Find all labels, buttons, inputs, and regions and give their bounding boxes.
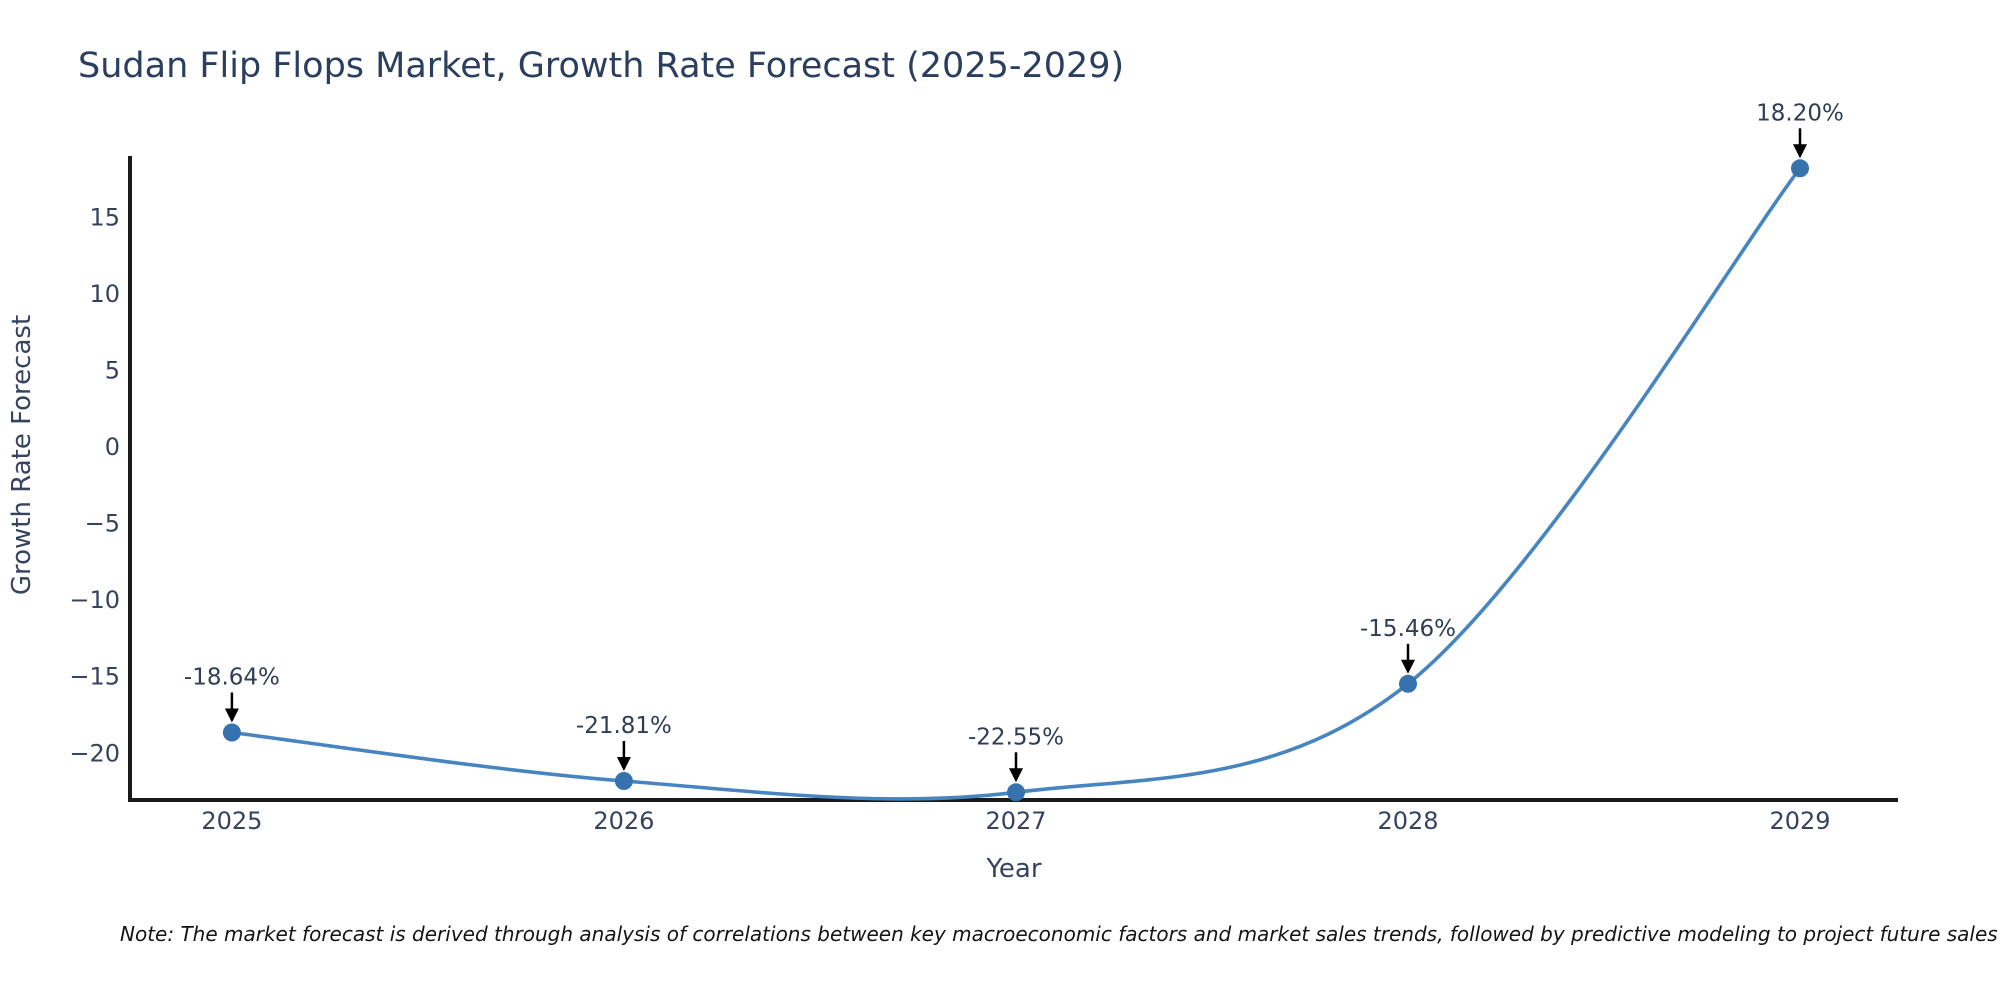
annotation-arrowhead xyxy=(616,757,631,771)
data-point-2029[interactable] xyxy=(1791,159,1809,178)
annotation-arrowhead xyxy=(1401,659,1415,674)
annotation-label: -15.46% xyxy=(1360,616,1456,642)
annotation-label: -22.55% xyxy=(968,724,1064,750)
annotation-label: -21.81% xyxy=(576,713,672,739)
y-tick-label: −20 xyxy=(69,739,120,767)
x-tick-label: 2028 xyxy=(1377,807,1438,835)
y-axis-title: Growth Rate Forecast xyxy=(7,315,37,595)
annotation-arrowhead xyxy=(224,708,239,723)
data-point-2026[interactable] xyxy=(614,772,633,790)
y-tick-label: 0 xyxy=(105,433,120,461)
data-point-2028[interactable] xyxy=(1399,674,1417,693)
y-tick-label: −15 xyxy=(69,663,120,691)
annotation-arrowhead xyxy=(1793,144,1807,159)
annotation-label: 18.20% xyxy=(1756,100,1844,126)
x-tick-label: 2025 xyxy=(201,807,262,835)
data-point-2025[interactable] xyxy=(222,723,241,742)
annotation-label: -18.64% xyxy=(184,665,280,691)
chart-title: Sudan Flip Flops Market, Growth Rate For… xyxy=(78,46,1124,86)
x-tick-label: 2029 xyxy=(1769,807,1830,835)
footnote: Note: The market forecast is derived thr… xyxy=(120,922,1998,946)
y-tick-label: −5 xyxy=(85,510,120,538)
x-tick-label: 2027 xyxy=(985,807,1046,835)
forecast-line xyxy=(230,166,1802,801)
x-axis-title: Year xyxy=(985,854,1041,884)
y-tick-label: 5 xyxy=(105,356,120,384)
x-tick-label: 2026 xyxy=(593,807,654,835)
y-tick-label: 10 xyxy=(89,280,120,308)
y-tick-label: 15 xyxy=(89,203,120,231)
y-tick-label: −10 xyxy=(69,586,120,614)
data-point-2027[interactable] xyxy=(1007,783,1025,802)
annotation-arrowhead xyxy=(1009,768,1023,783)
plot-area: 15 10 5 0 −5 −10 −15 −20 2025 2026 2027 2028 2029 -18… xyxy=(69,100,1898,835)
